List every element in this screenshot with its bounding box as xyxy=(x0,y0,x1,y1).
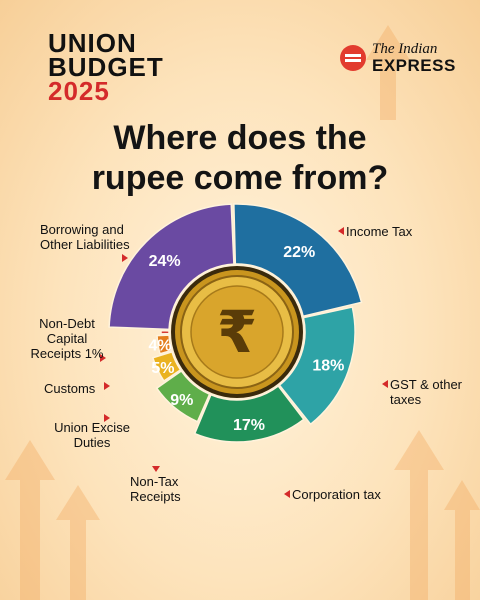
slice-value-label: 5% xyxy=(151,360,174,377)
slice-value-label: 17% xyxy=(233,417,265,434)
publisher-line1: The Indian xyxy=(372,41,438,57)
category-label: Borrowing and Other Liabilities xyxy=(40,222,130,252)
pie-slice xyxy=(160,329,170,335)
slice-value-label: 24% xyxy=(149,253,181,270)
category-label: Union Excise Duties xyxy=(54,420,130,450)
chart-title-line1: Where does the xyxy=(113,119,367,157)
category-label: Corporation tax xyxy=(292,487,381,502)
label-pointer xyxy=(104,414,110,422)
label-pointer xyxy=(284,490,290,498)
pie-slice xyxy=(151,350,182,382)
rupee-coin-icon: ₹ xyxy=(171,266,303,398)
label-pointer xyxy=(152,466,160,472)
label-pointer xyxy=(382,380,388,388)
slice-value-label: 22% xyxy=(283,244,315,261)
chart-title: Where does the rupee come from? xyxy=(0,118,480,198)
budget-year: 2025 xyxy=(48,76,110,106)
svg-text:₹: ₹ xyxy=(217,298,257,366)
category-label: Income Tax xyxy=(346,224,413,239)
publisher-mark-icon xyxy=(340,45,366,71)
pie-slice xyxy=(278,306,356,426)
slice-value-label: 4% xyxy=(148,337,171,354)
category-label: GST & other taxes xyxy=(390,377,463,407)
pie-slice xyxy=(156,334,173,355)
label-pointer xyxy=(338,227,344,235)
slice-value-label: 9% xyxy=(170,392,193,409)
budget-line1: UNION xyxy=(48,28,137,58)
pie-slice xyxy=(193,384,305,443)
chart-title-line2: rupee come from? xyxy=(91,159,389,197)
label-pointer xyxy=(122,254,128,262)
label-pointer xyxy=(100,354,106,362)
pie-slice xyxy=(108,203,235,331)
pie-slice xyxy=(155,369,211,423)
label-pointer xyxy=(104,382,110,390)
publisher-line2: EXPRESS xyxy=(372,56,456,75)
publisher-logo: The Indian EXPRESS xyxy=(340,42,456,74)
category-label: Non-Debt Capital Receipts 1% xyxy=(30,316,104,361)
category-label: Customs xyxy=(44,381,96,396)
pie-slice xyxy=(233,203,363,318)
category-label: Non-Tax Receipts xyxy=(130,474,181,504)
slice-value-label: 18% xyxy=(312,358,344,375)
